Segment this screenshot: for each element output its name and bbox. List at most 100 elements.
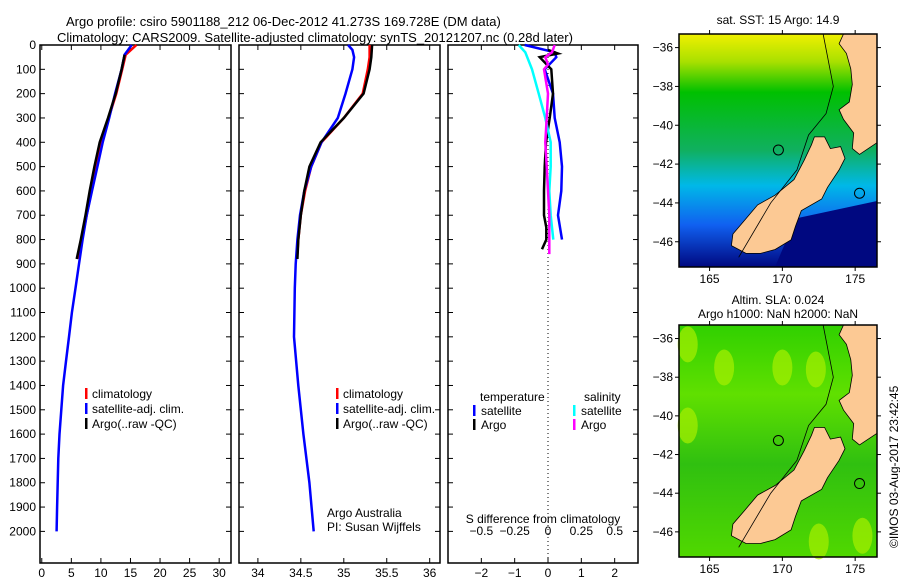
sla-high-patch	[714, 349, 735, 386]
contour-ring	[854, 478, 866, 490]
sst-map-frame	[678, 33, 878, 268]
legend-label: Argo(..raw -QC)	[343, 417, 428, 431]
legend-label: satellite	[581, 404, 622, 418]
cold-water-region	[775, 200, 877, 267]
argo-position-marker	[772, 434, 784, 446]
difference-profile-frame	[447, 44, 639, 564]
series-line-satellite-adj-clim-	[55, 44, 133, 532]
north-island	[838, 33, 878, 155]
y-tick-label: 1100	[10, 306, 36, 320]
lat-tick-label: −36	[653, 41, 674, 55]
y-tick-label: 800	[16, 233, 36, 247]
sla-map-subtitle: Argo h1000: NaN h2000: NaN	[698, 307, 858, 321]
temperature-profile-frame	[39, 44, 232, 564]
legend-title-salinity: salinity	[584, 390, 621, 404]
lat-tick-label: −46	[653, 235, 674, 249]
legend-label: satellite-adj. clim.	[92, 402, 184, 416]
x-tick-label: 10	[94, 566, 108, 580]
x-tick-label: 2	[611, 566, 618, 580]
legend-swatch	[336, 403, 339, 414]
lat-tick-label: −42	[653, 157, 674, 171]
series-line-Argo-raw-QC-	[296, 44, 374, 260]
series-line-salinity-satellite	[517, 44, 555, 240]
sst-map-title: sat. SST: 15 Argo: 14.9	[717, 13, 840, 27]
y-tick-label: 2000	[9, 524, 36, 538]
legend-label: Argo(..raw -QC)	[92, 417, 177, 431]
y-tick-label: 1200	[9, 330, 36, 344]
lat-tick-label: −44	[653, 196, 674, 210]
sla-high-patch	[808, 523, 829, 560]
x-tick-label: 25	[183, 566, 197, 580]
legend-swatch	[85, 403, 88, 414]
legend-swatch	[573, 405, 576, 416]
sla-high-patch	[805, 351, 826, 388]
y-tick-label: 700	[16, 208, 36, 222]
y-tick-label: 400	[16, 135, 36, 149]
y-tick-label: 100	[16, 62, 36, 76]
legend-swatch	[336, 418, 339, 429]
y-tick-label: 1800	[9, 476, 36, 490]
x-tick-label: 15	[124, 566, 138, 580]
x2-tick-label: −0.25	[499, 524, 530, 538]
series-line-Argo-raw-QC-	[75, 54, 126, 260]
legend-label: climatology	[343, 387, 403, 401]
series-line-climatology	[296, 45, 371, 255]
lon-tick-label: 165	[700, 562, 720, 576]
legend-label: climatology	[92, 387, 152, 401]
x-tick-label: 20	[153, 566, 167, 580]
x2-tick-label: 0.25	[570, 524, 594, 538]
lat-tick-label: −38	[653, 370, 674, 384]
series-line-climatology	[77, 44, 138, 260]
y-tick-label: 0	[29, 38, 36, 52]
legend-title-temperature: temperature	[480, 390, 545, 404]
x2-tick-label: 0	[545, 524, 552, 538]
lat-tick-label: −40	[653, 409, 674, 423]
sla-high-patch	[677, 326, 698, 363]
x-tick-label: 1	[578, 566, 585, 580]
legend-swatch	[85, 418, 88, 429]
lat-tick-label: −46	[653, 525, 674, 539]
x-tick-label: 0	[38, 566, 45, 580]
lon-tick-label: 165	[700, 272, 720, 286]
north-island	[838, 324, 878, 446]
sla-high-patch	[772, 349, 793, 386]
y-tick-label: 1300	[9, 354, 36, 368]
x-tick-label: 30	[212, 566, 226, 580]
title-line-1: Argo profile: csiro 5901188_212 06-Dec-2…	[66, 14, 501, 29]
x-tick-label: 36	[423, 566, 437, 580]
x-tick-label: 5	[68, 566, 75, 580]
x-tick-label: 35	[337, 566, 351, 580]
difference-profile-x2label: S difference from climatology	[466, 512, 621, 526]
series-line-temperature-satellite	[524, 43, 564, 240]
lon-tick-label: 170	[772, 562, 792, 576]
south-island	[730, 427, 846, 544]
legend-swatch	[473, 419, 476, 430]
x-tick-label: 35.5	[375, 566, 399, 580]
annotation-text: PI: Susan Wijffels	[327, 520, 421, 534]
legend-label: satellite	[481, 404, 522, 418]
y-tick-label: 300	[16, 111, 36, 125]
title-line-2: Climatology: CARS2009. Satellite-adjuste…	[57, 30, 573, 45]
legend-label: satellite-adj. clim.	[343, 402, 435, 416]
salinity-profile-frame	[238, 44, 441, 564]
contour-ring	[854, 187, 866, 199]
legend-swatch	[473, 405, 476, 416]
isobath-contour	[738, 33, 834, 258]
y-tick-label: 600	[16, 184, 36, 198]
isobath-contour	[738, 324, 834, 548]
x-tick-label: 34.5	[289, 566, 313, 580]
argo-position-marker	[772, 144, 784, 156]
sla-high-patch	[852, 517, 873, 554]
legend-label: Argo	[481, 418, 507, 432]
y-tick-label: 1000	[9, 281, 36, 295]
y-tick-label: 1900	[9, 500, 36, 514]
x-tick-label: −1	[508, 566, 522, 580]
x2-tick-label: −0.5	[469, 524, 493, 538]
lat-tick-label: −38	[653, 79, 674, 93]
lon-tick-label: 175	[845, 562, 865, 576]
lon-tick-label: 170	[772, 272, 792, 286]
y-tick-label: 1500	[9, 403, 36, 417]
lat-tick-label: −40	[653, 118, 674, 132]
